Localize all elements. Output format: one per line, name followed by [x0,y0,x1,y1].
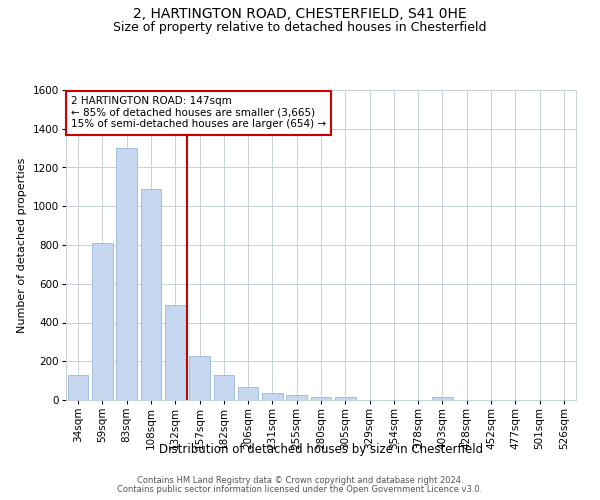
Bar [68,375,88,400]
Bar [238,388,259,400]
Bar [262,393,283,400]
Text: 2, HARTINGTON ROAD, CHESTERFIELD, S41 0HE: 2, HARTINGTON ROAD, CHESTERFIELD, S41 0H… [133,8,467,22]
Text: Contains HM Land Registry data © Crown copyright and database right 2024.: Contains HM Land Registry data © Crown c… [137,476,463,485]
Bar [116,148,137,400]
Text: Contains public sector information licensed under the Open Government Licence v3: Contains public sector information licen… [118,485,482,494]
Bar [311,397,331,400]
Bar [286,395,307,400]
Text: Distribution of detached houses by size in Chesterfield: Distribution of detached houses by size … [159,442,483,456]
Y-axis label: Number of detached properties: Number of detached properties [17,158,27,332]
Bar [335,397,356,400]
Bar [140,189,161,400]
Text: Size of property relative to detached houses in Chesterfield: Size of property relative to detached ho… [113,21,487,34]
Bar [165,305,185,400]
Bar [432,397,453,400]
Bar [214,375,234,400]
Text: 2 HARTINGTON ROAD: 147sqm
← 85% of detached houses are smaller (3,665)
15% of se: 2 HARTINGTON ROAD: 147sqm ← 85% of detac… [71,96,326,130]
Bar [189,356,210,400]
Bar [92,243,113,400]
